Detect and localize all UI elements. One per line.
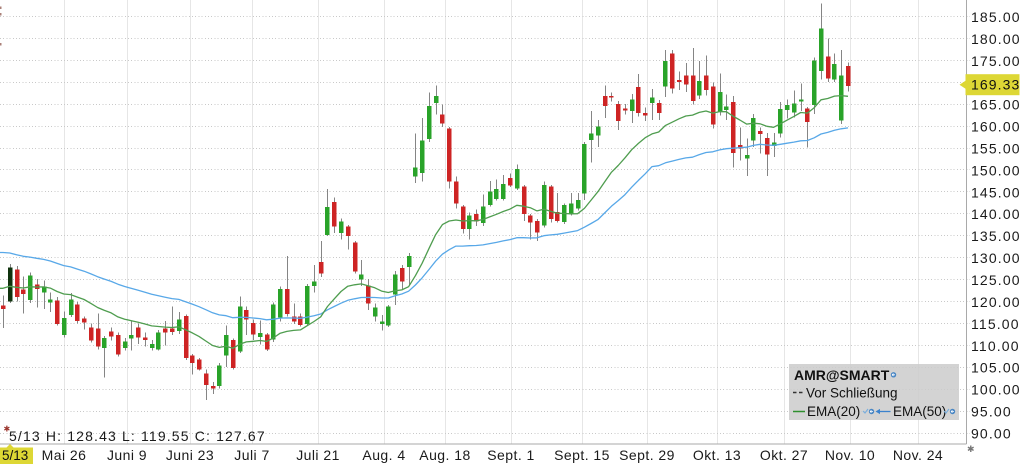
svg-text:✱: ✱ — [4, 425, 11, 434]
svg-text:105.00: 105.00 — [971, 360, 1021, 376]
svg-text:Sept. 29: Sept. 29 — [619, 447, 675, 463]
svg-text:140.00: 140.00 — [971, 206, 1021, 222]
svg-text:Aug. 18: Aug. 18 — [419, 447, 470, 463]
svg-text:175.00: 175.00 — [971, 53, 1021, 69]
svg-text:90.00: 90.00 — [971, 426, 1012, 442]
svg-text:145.00: 145.00 — [971, 184, 1021, 200]
svg-text:Juni 23: Juni 23 — [166, 447, 214, 463]
svg-text:Aug. 4: Aug. 4 — [362, 447, 405, 463]
svg-text:115.00: 115.00 — [971, 316, 1020, 332]
svg-text:5/13 H: 128.43 L: 119.55 C: 12: 5/13 H: 128.43 L: 119.55 C: 127.67 — [9, 428, 266, 444]
svg-text:✱: ✱ — [967, 444, 975, 454]
svg-text:169.33: 169.33 — [971, 76, 1020, 92]
svg-text:150.00: 150.00 — [971, 162, 1021, 178]
svg-text:110.00: 110.00 — [971, 338, 1020, 354]
svg-text:95.00: 95.00 — [971, 404, 1012, 420]
svg-text:Okt. 27: Okt. 27 — [760, 447, 808, 463]
svg-text:Juli 21: Juli 21 — [296, 447, 340, 463]
svg-text:EMA(20): EMA(20) — [807, 404, 860, 419]
svg-text:100.00: 100.00 — [971, 382, 1021, 398]
svg-text:Nov. 10: Nov. 10 — [825, 447, 875, 463]
svg-text:Mai 26: Mai 26 — [42, 447, 87, 463]
svg-text:Juni 9: Juni 9 — [107, 447, 147, 463]
svg-text:120.00: 120.00 — [971, 294, 1021, 310]
svg-text:185.00: 185.00 — [971, 9, 1021, 25]
svg-text:Nov. 24: Nov. 24 — [893, 447, 943, 463]
svg-text:Sept. 15: Sept. 15 — [554, 447, 610, 463]
svg-text:135.00: 135.00 — [971, 228, 1021, 244]
svg-text:130.00: 130.00 — [971, 250, 1021, 266]
svg-text:180.00: 180.00 — [971, 31, 1021, 47]
svg-text:AMR@SMART: AMR@SMART — [794, 367, 890, 383]
svg-text:Okt. 13: Okt. 13 — [693, 447, 741, 463]
svg-text:125.00: 125.00 — [971, 272, 1021, 288]
svg-text:EMA(50): EMA(50) — [893, 404, 946, 419]
svg-text:Vor Schließung: Vor Schließung — [806, 386, 898, 401]
svg-text:Juli 7: Juli 7 — [234, 447, 269, 463]
svg-text:160.00: 160.00 — [971, 119, 1021, 135]
svg-text:Sept. 1: Sept. 1 — [487, 447, 535, 463]
svg-text:165.00: 165.00 — [971, 97, 1021, 113]
svg-text:155.00: 155.00 — [971, 140, 1021, 156]
svg-text:5/13: 5/13 — [2, 448, 28, 463]
